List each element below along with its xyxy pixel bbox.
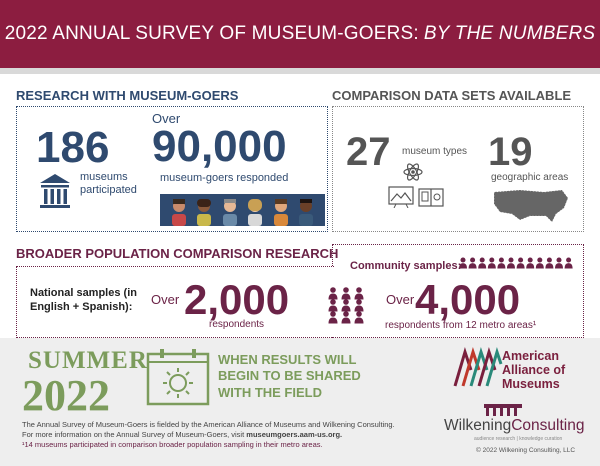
person-icon [299, 199, 314, 226]
wilkening-name: WilkeningConsulting [444, 417, 584, 436]
wilkening-name-a: Wilkening [444, 417, 512, 434]
comparison-heading: COMPARISON DATA SETS AVAILABLE [332, 88, 572, 103]
summer-message-line1: WHEN RESULTS WILL [218, 352, 357, 367]
national-label-line1: National samples (in [30, 287, 137, 299]
wilkening-name-b: Consulting [511, 417, 585, 434]
national-box-fill [17, 267, 335, 337]
community-box-right [583, 244, 584, 338]
national-box-top [16, 266, 332, 267]
footer-note: ¹14 museums participated in comparison b… [22, 440, 323, 450]
footer-text: The Annual Survey of Museum-Goers is fie… [22, 420, 395, 450]
community-people-icons [458, 257, 573, 269]
museums-label-line1: museums [80, 171, 128, 183]
research-heading: RESEARCH WITH MUSEUM-GOERS [16, 88, 239, 103]
research-box [16, 106, 328, 232]
national-label-line2: English + Spanish): [30, 301, 133, 314]
goers-over: Over [152, 111, 181, 126]
museums-number: 186 [36, 123, 110, 172]
museums-label-line2: participated [80, 184, 137, 197]
aam-logo-icon [453, 346, 503, 387]
areas-number: 19 [488, 130, 533, 174]
national-unit: respondents [209, 319, 265, 330]
atom-icon [403, 163, 423, 181]
footer-link[interactable]: museumgoers.aam-us.org. [246, 430, 343, 440]
calendar-sun-icon [146, 349, 210, 406]
aam-logo-text: American Alliance of Museums [502, 349, 566, 391]
goers-label: museum-goers responded [160, 172, 289, 184]
us-map-icon [493, 189, 569, 223]
footer-line1: The Annual Survey of Museum-Goers is fie… [22, 420, 395, 429]
banner-divider [0, 68, 600, 74]
summer-message-line3: WITH THE FIELD [218, 384, 322, 400]
aam-line3: Museums [502, 376, 560, 391]
person-icon [171, 199, 186, 226]
wilkening-tagline: audience research | knowledge curation [474, 436, 563, 442]
broader-heading: BROADER POPULATION COMPARISON RESEARCH [16, 246, 339, 261]
footer-line2: For more information on the Annual Surve… [22, 430, 395, 440]
community-over: Over [386, 292, 415, 307]
community-unit: respondents from 12 metro areas¹ [385, 320, 537, 331]
national-box-left [16, 266, 17, 338]
summer-year: 2022 [22, 371, 110, 420]
painting-icon [388, 186, 414, 208]
title-italic: BY THE NUMBERS [423, 23, 596, 44]
areas-label: geographic areas [491, 172, 569, 183]
footer-line2-prefix: For more information on the Annual Surve… [22, 430, 245, 440]
comparison-box [332, 106, 584, 232]
wilkening-logo-icon [484, 404, 522, 416]
summer-word: SUMMER [28, 347, 148, 374]
community-label: Community samples: [350, 260, 462, 272]
community-number: 4,000 [415, 276, 521, 323]
national-over: Over [151, 292, 180, 307]
national-number: 2,000 [184, 276, 290, 323]
national-label: National samples (in English + Spanish): [30, 286, 137, 315]
person-icon [197, 199, 212, 226]
museum-building-icon [40, 174, 70, 208]
types-label: museum types [402, 146, 468, 157]
box-joiner [335, 270, 582, 336]
person-icon [273, 199, 288, 226]
people-illustration [160, 194, 325, 226]
person-icon [222, 199, 237, 226]
people-group-icon [328, 287, 364, 324]
aam-line1: American [502, 349, 559, 363]
summer-message: WHEN RESULTS WILL BEGIN TO BE SHARED WIT… [218, 352, 361, 401]
aam-line2: Alliance of [502, 362, 566, 377]
goers-number: 90,000 [152, 122, 287, 171]
page-title: 2022 ANNUAL SURVEY OF MUSEUM-GOERS: BY T… [0, 0, 600, 68]
copyright: © 2022 Wilkening Consulting, LLC [476, 447, 576, 454]
broader-box-bottom [16, 337, 584, 338]
map-book-icon [418, 188, 444, 207]
types-number: 27 [346, 130, 391, 174]
person-icon [248, 199, 263, 226]
museums-label: museums participated [80, 171, 137, 197]
title-main: 2022 ANNUAL SURVEY OF MUSEUM-GOERS: [4, 23, 419, 44]
summer-message-line2: BEGIN TO BE SHARED [218, 368, 361, 384]
